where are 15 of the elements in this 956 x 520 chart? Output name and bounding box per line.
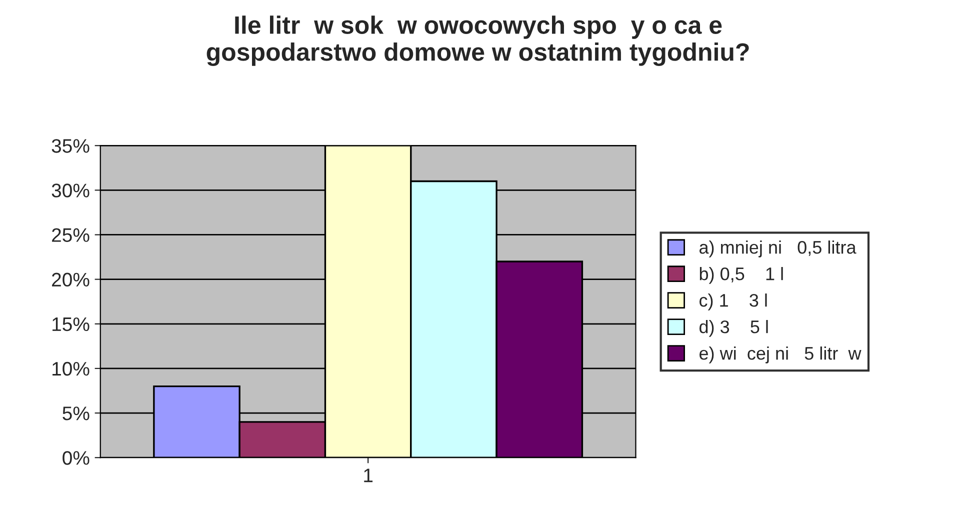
legend-label: b) 0,5 1 l bbox=[700, 267, 783, 284]
legend-label: e) wi cej ni 5 litr w bbox=[700, 346, 862, 364]
legend-label: c) 1 3 l bbox=[700, 294, 767, 310]
y-tick-label: 20% bbox=[52, 272, 90, 287]
y-tick-label: 15% bbox=[52, 317, 90, 332]
chart-title: Ile litr w sok w owocowych spo y o ca e gospodarstwo domowe w ostatnim tygodniu? bbox=[206, 16, 749, 66]
y-tick-label: 5% bbox=[62, 406, 90, 420]
legend-label: a) mniej ni 0,5 litra bbox=[700, 240, 856, 258]
y-tick-label: 35% bbox=[52, 139, 90, 153]
y-tick-label: 25% bbox=[52, 228, 90, 242]
x-tick-label: 1 bbox=[364, 468, 373, 482]
y-tick-label: 30% bbox=[52, 184, 90, 198]
y-tick-label: 10% bbox=[52, 362, 90, 376]
y-tick-label: 0% bbox=[62, 451, 90, 465]
legend-label: d) 3 5 l bbox=[700, 320, 768, 337]
